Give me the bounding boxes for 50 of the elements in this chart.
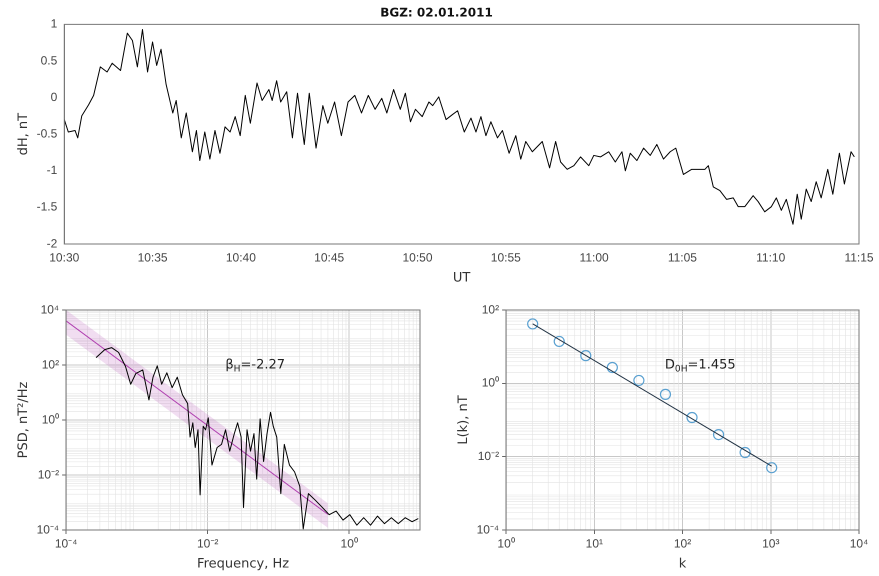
y-tick-label: 10⁻⁴	[476, 522, 500, 536]
y-tick-label: -1	[46, 163, 58, 178]
x-tick-label: 10³	[762, 536, 780, 551]
x-tick-label: 10²	[674, 536, 692, 551]
x-tick-label: 10⁰	[340, 536, 358, 551]
x-axis-title: Frequency, Hz	[197, 556, 290, 572]
y-tick-label: 10²	[482, 302, 500, 316]
point	[633, 374, 644, 386]
point	[740, 446, 751, 458]
chart-title: BGZ: 02.01.2011	[380, 5, 493, 20]
point	[580, 350, 592, 362]
y-tick-label: 0.5	[40, 53, 58, 68]
y-tick-label: 10²	[42, 357, 60, 372]
y-axis-title: L(k), nT	[456, 395, 472, 445]
x-tick-label: 10¹	[586, 536, 604, 551]
x-tick-label: 10⁻²	[196, 536, 218, 551]
y-tick-label: -1.5	[36, 200, 58, 214]
x-tick-label: 10:50	[402, 250, 433, 265]
point	[606, 362, 618, 374]
x-axis-title: UT	[452, 270, 470, 286]
y-tick-label: -0.5	[36, 126, 58, 141]
y-tick-label: 10⁻⁴	[36, 522, 60, 536]
y-axis-title: dH, nT	[16, 112, 32, 156]
point	[660, 388, 672, 400]
y-tick-label: 1	[50, 16, 58, 31]
point	[554, 336, 565, 348]
point	[527, 318, 538, 330]
x-tick-label: 11:10	[756, 250, 786, 265]
y-tick-label: 10⁰	[482, 376, 500, 390]
y-tick-label: 10⁴	[40, 302, 60, 316]
x-tick-label: 10:40	[226, 250, 256, 265]
x-tick-label: 10:55	[490, 250, 522, 265]
x-tick-label: 10:35	[138, 250, 168, 265]
y-tick-label: 10⁰	[42, 412, 60, 426]
y-tick-label: -2	[46, 236, 58, 250]
point	[712, 428, 724, 440]
x-tick-label: 11:05	[668, 250, 698, 265]
y-tick-label: 10⁻²	[38, 467, 60, 482]
x-tick-label: 11:00	[580, 250, 609, 265]
x-tick-label: 10⁴	[850, 536, 868, 551]
x-tick-label: 11:15	[844, 250, 874, 265]
point	[686, 412, 698, 424]
y-axis-title: PSD, nT²/Hz	[16, 381, 32, 458]
x-tick-label: 10:30	[49, 250, 80, 265]
x-tick-label: 10:45	[314, 250, 345, 265]
point	[766, 462, 778, 474]
y-tick-label: 10⁻²	[478, 448, 500, 463]
x-axis-title: k	[678, 556, 687, 572]
x-tick-label: 10⁰	[497, 536, 515, 551]
y-tick-label: 0	[50, 90, 58, 104]
